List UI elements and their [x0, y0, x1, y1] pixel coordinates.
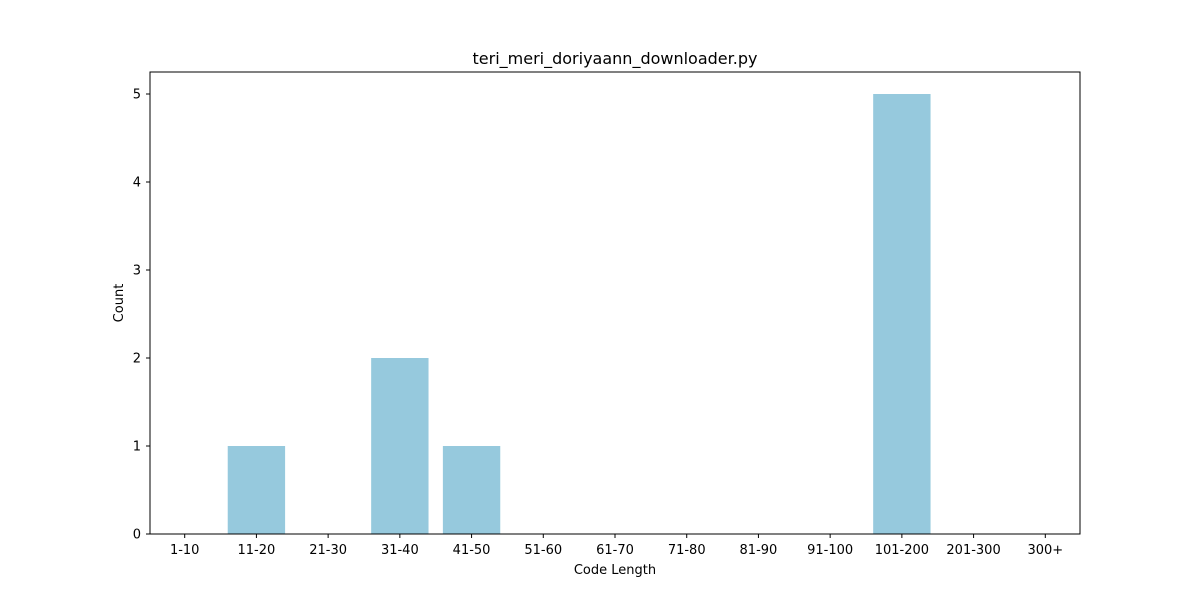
bar-41-50: [442, 446, 501, 534]
bar-101-200: [873, 94, 931, 534]
x-tick-label: 61-70: [596, 543, 634, 558]
x-tick-label: 81-90: [740, 543, 778, 558]
y-tick-label: 0: [133, 528, 141, 543]
x-tick-label: 31-40: [381, 543, 419, 558]
x-axis-ticks: 1-10 11-20 21-30 31-40 41-50 51-60 61-70 71-80 8…: [170, 534, 1063, 558]
bars-layer: [227, 94, 931, 534]
x-tick-label: 21-30: [309, 543, 347, 558]
bar-31-40: [371, 358, 429, 534]
chart-title: teri_meri_doriyaann_downloader.py: [473, 49, 758, 69]
x-tick-label: 1-10: [170, 543, 200, 558]
y-axis-label: Count: [112, 284, 127, 323]
y-tick-label: 1: [133, 440, 141, 455]
x-tick-label: 101-200: [875, 543, 929, 558]
y-tick-label: 3: [133, 264, 141, 279]
x-tick-label: 41-50: [453, 543, 491, 558]
x-tick-label: 201-300: [946, 543, 1000, 558]
x-tick-label: 91-100: [807, 543, 853, 558]
x-axis-label: Code Length: [574, 563, 656, 578]
x-tick-label: 300+: [1027, 543, 1063, 558]
y-axis-ticks: 0 1 2 3 4 5: [133, 88, 150, 543]
bar-11-20: [227, 446, 286, 534]
x-tick-label: 11-20: [238, 543, 276, 558]
y-tick-label: 4: [133, 176, 141, 191]
y-tick-label: 2: [133, 352, 141, 367]
y-tick-label: 5: [133, 88, 141, 103]
x-tick-label: 71-80: [668, 543, 706, 558]
x-tick-label: 51-60: [524, 543, 562, 558]
plot-area-frame: [149, 71, 1081, 535]
